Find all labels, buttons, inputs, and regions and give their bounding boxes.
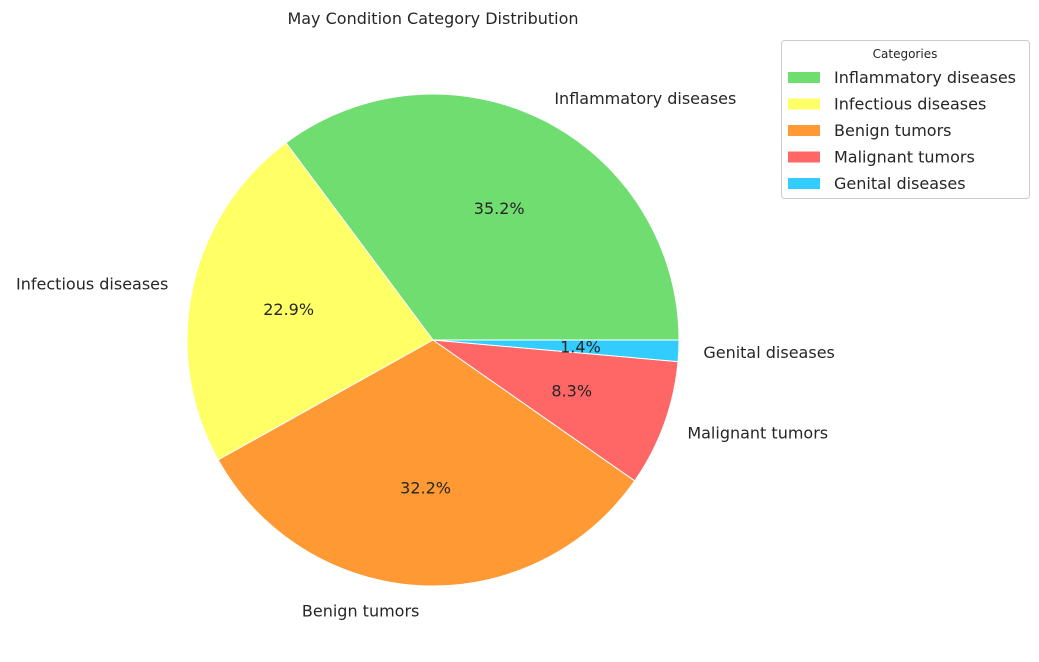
legend-entry: Inflammatory diseases (834, 68, 1016, 87)
legend-entry: Malignant tumors (834, 148, 975, 167)
slice-percent-label: 22.9% (263, 300, 314, 319)
legend-entry: Benign tumors (834, 121, 952, 140)
legend-entry: Infectious diseases (834, 95, 986, 114)
legend-title: Categories (873, 47, 938, 61)
slice-label: Benign tumors (302, 601, 420, 620)
chart-title: May Condition Category Distribution (287, 9, 578, 28)
slice-label: Infectious diseases (16, 274, 168, 293)
slice-percent-label: 8.3% (551, 381, 592, 400)
legend-swatch (788, 151, 820, 163)
slice-percent-label: 35.2% (474, 199, 525, 218)
pie-slice-malignant-tumors (431, 339, 679, 482)
legend-swatch (788, 178, 820, 189)
legend-entry: Genital diseases (834, 174, 966, 193)
legend-swatch (788, 98, 820, 110)
slice-percent-label: 1.4% (560, 337, 601, 356)
pie-slice-inflammatory-diseases (285, 93, 680, 341)
slice-label: Genital diseases (703, 343, 835, 362)
slice-label: Inflammatory diseases (554, 89, 736, 108)
slice-percent-label: 32.2% (400, 478, 451, 497)
legend-swatch (788, 125, 820, 136)
pie-slice-infectious-diseases (186, 142, 434, 461)
legend-frame (781, 40, 1030, 199)
pie-slice-benign-tumors (217, 339, 636, 587)
pie-slice-genital-diseases (432, 339, 680, 363)
legend-swatch (788, 72, 820, 83)
legend: Categories Inflammatory diseases Infectio… (781, 40, 1030, 199)
slice-label: Malignant tumors (687, 423, 828, 442)
